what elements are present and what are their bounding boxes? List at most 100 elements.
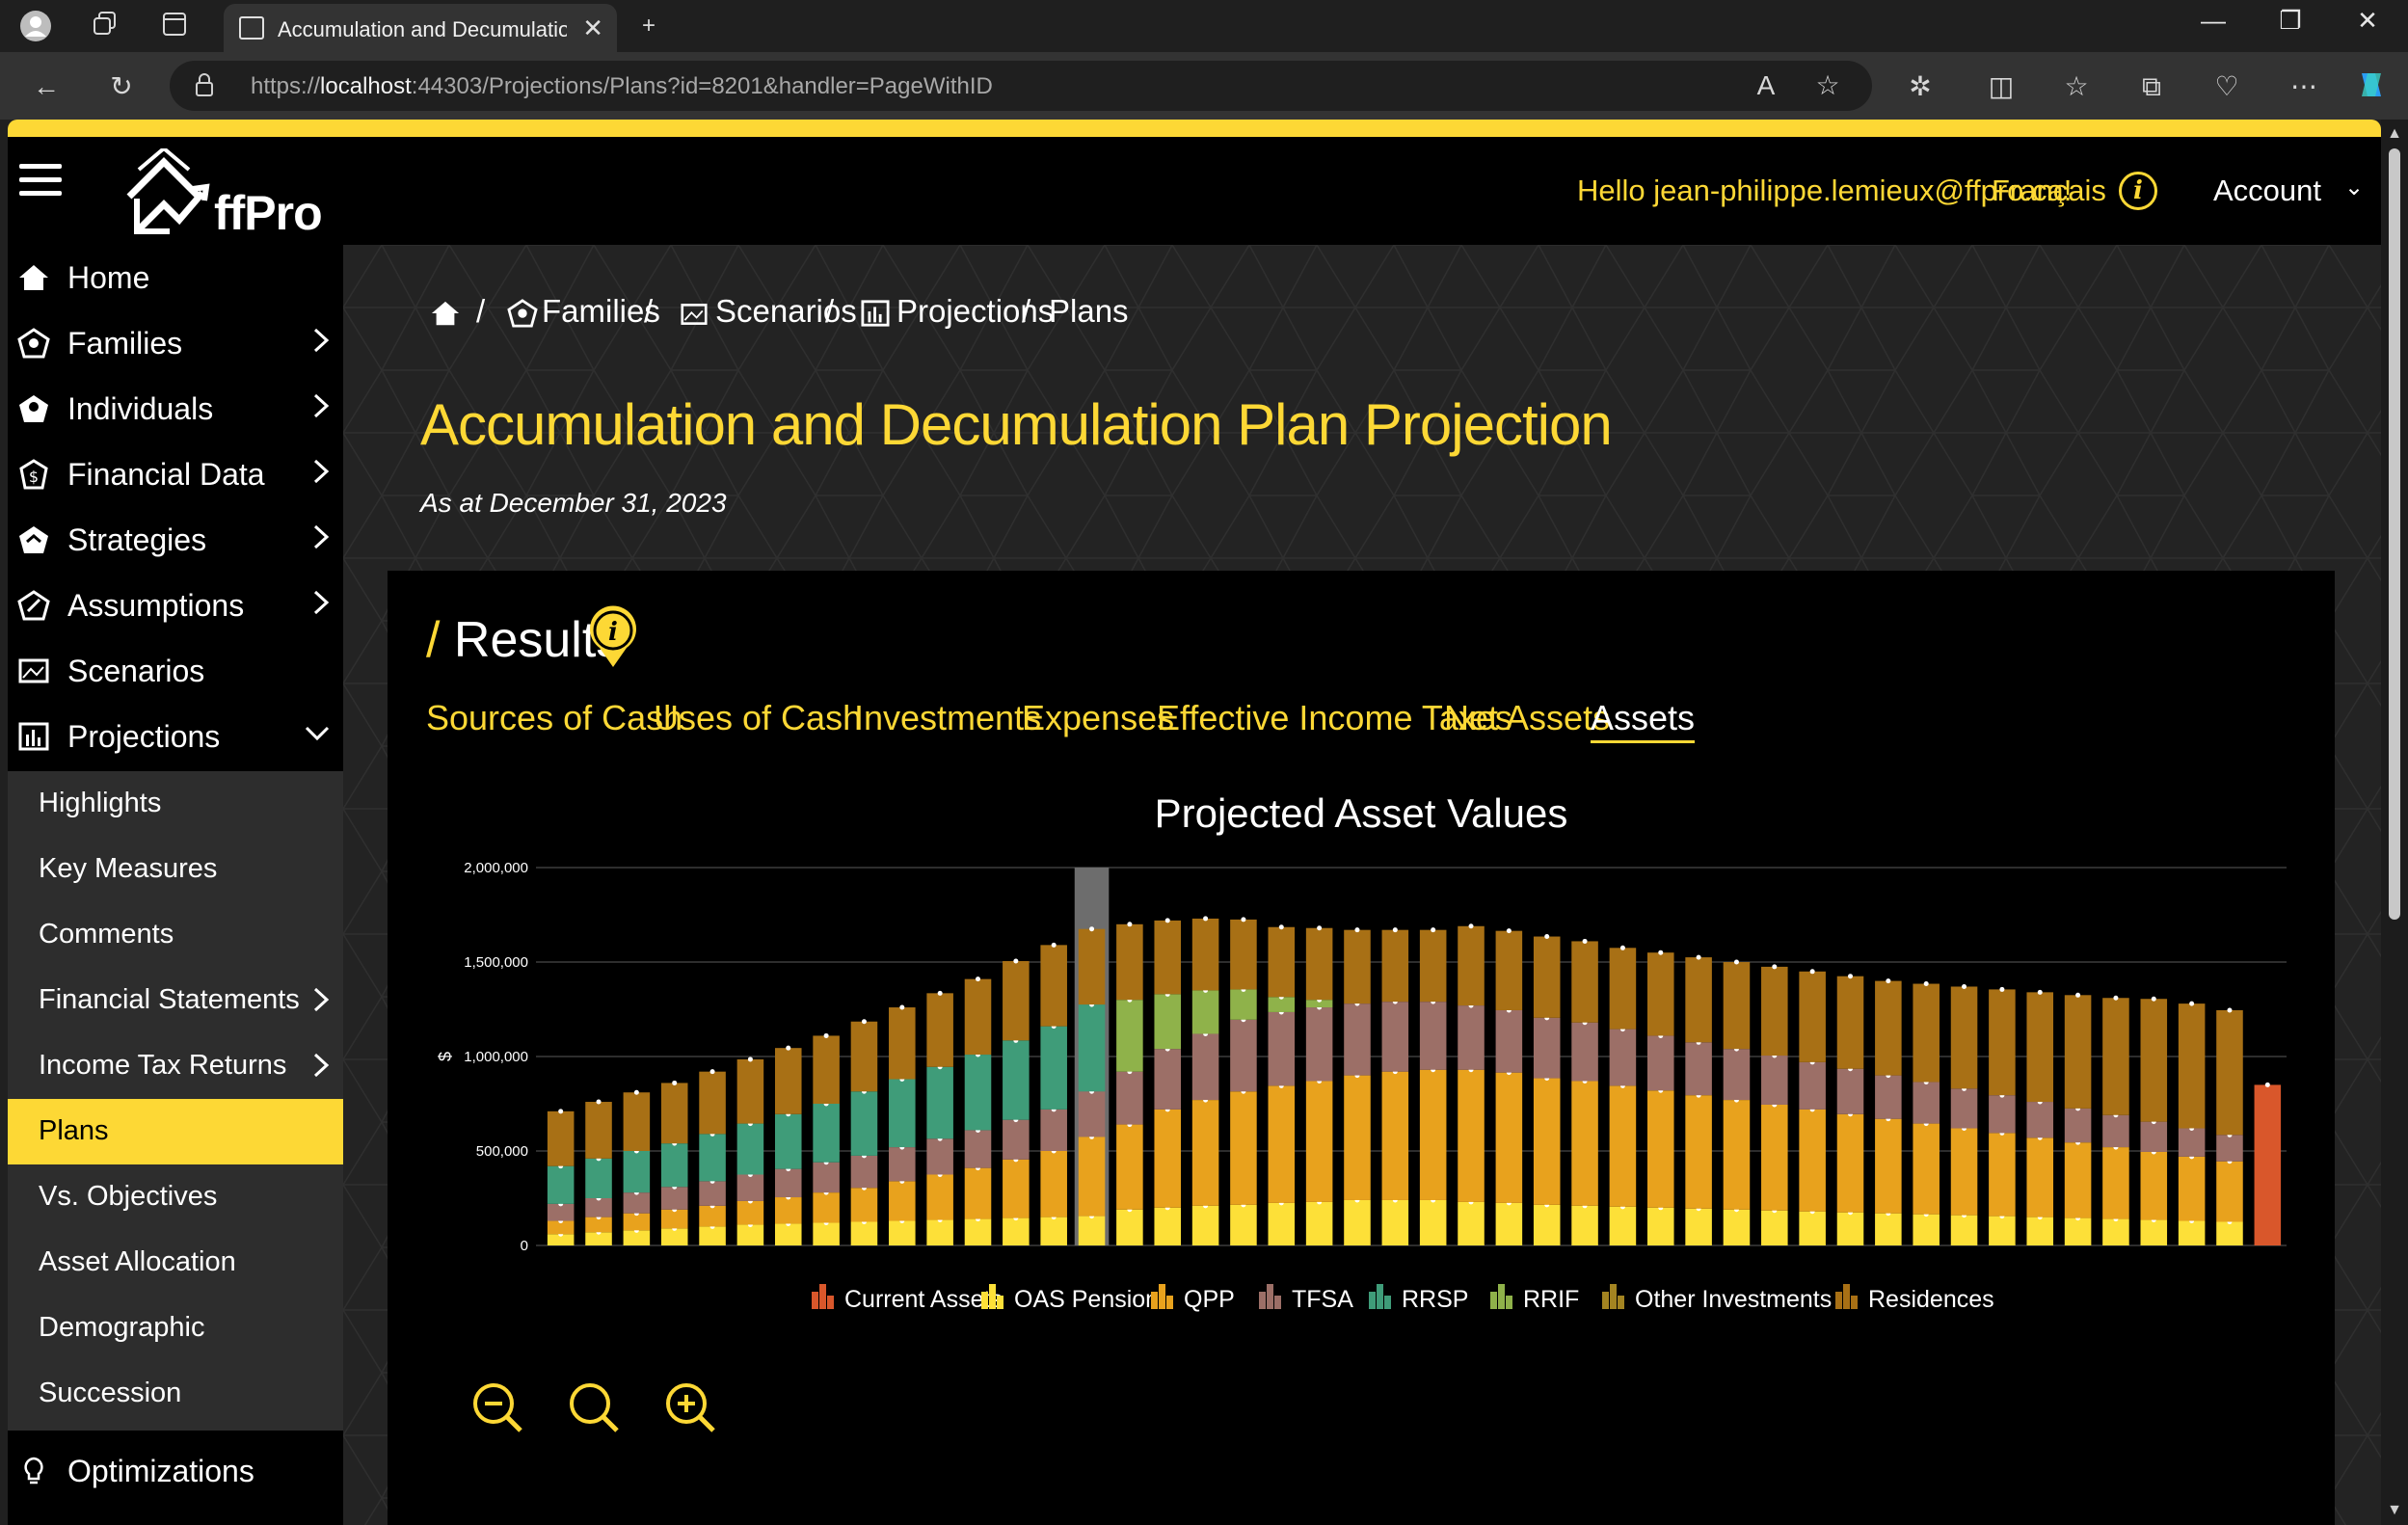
tab-uses-of-cash[interactable]: Uses of Cash [654,698,863,737]
families-icon [17,328,50,359]
submenu-item-plans[interactable]: Plans [8,1099,343,1164]
refresh-icon[interactable]: ↻ [110,71,133,101]
tab-assets[interactable]: Assets [1591,698,1696,743]
menu-toggle-icon[interactable] [19,164,62,199]
chart-legend: Current Assets OAS Pension QPP TFSA RRSP RRIF… [812,1284,1994,1313]
profile-icon[interactable] [19,10,52,42]
legend-swatch-bar [989,1284,996,1309]
split-screen-icon[interactable]: ◫ [1988,71,2015,101]
submenu-item-highlights[interactable]: Highlights [39,788,162,818]
read-aloud-icon[interactable]: A [1756,70,1776,100]
sidebar-item-individuals[interactable]: Individuals [8,376,343,441]
sidebar-item-projections[interactable]: Projections [8,704,343,769]
sidebar-item-assumptions[interactable]: Assumptions [8,573,343,638]
bar-segment-residences [1116,923,1143,1001]
scroll-down-icon[interactable]: ▼ [2387,1502,2402,1518]
breadcrumb-projections-icon [861,300,890,327]
ffpro-logo[interactable]: ffPro [125,148,323,241]
page-scrollbar[interactable]: ▲ ▼ [2381,120,2408,1525]
data-point [1506,928,1512,934]
data-point [937,990,943,996]
bar-segment-rrsp [585,1158,612,1198]
tab-investments[interactable]: Investments [854,698,1042,737]
url-field[interactable]: https://localhost:44303/Projections/Plan… [170,61,1872,111]
copilot-icon[interactable] [2352,67,2391,106]
submenu-item-comments[interactable]: Comments [39,919,174,950]
minimize-icon[interactable]: — [2201,6,2226,35]
bar-segment-oas-pension [1381,1199,1409,1245]
scroll-up-icon[interactable]: ▲ [2387,125,2402,142]
zoom-reset-icon[interactable] [565,1378,623,1436]
sidebar-item-families[interactable]: Families [8,310,343,376]
info-pin-icon[interactable]: i [586,605,640,669]
app-header: ffPro Hello jean-philippe.lemieux@ffpro.… [8,137,2381,245]
back-icon[interactable]: ← [33,71,60,101]
collections-icon[interactable]: ⧉ [2142,71,2161,101]
active-browser-tab[interactable]: Accumulation and Decumulation Plan Proje… [224,4,617,52]
sidebar-item-scenarios[interactable]: Scenarios [8,638,343,704]
legend-swatch-bar [1506,1296,1512,1309]
tab-expenses[interactable]: Expenses [1022,698,1175,737]
submenu-item-demographic[interactable]: Demographic [39,1312,205,1343]
workspaces-icon[interactable] [89,10,121,42]
submenu-item-financial-statements[interactable]: Financial Statements [8,968,343,1033]
favorite-star-icon[interactable]: ☆ [1815,70,1840,100]
submenu-item-vs-objectives[interactable]: Vs. Objectives [39,1181,218,1212]
close-tab-icon[interactable]: ✕ [582,13,603,42]
breadcrumb-families[interactable]: Families [542,293,660,329]
zoom-out-icon[interactable] [468,1378,526,1436]
close-window-icon[interactable]: ✕ [2357,6,2378,35]
bar-segment-tfsa [623,1192,651,1214]
submenu-item-succession[interactable]: Succession [39,1378,182,1408]
legend-label: Residences [1868,1286,1994,1313]
submenu-item-key-measures[interactable]: Key Measures [39,853,218,884]
browser-essentials-icon[interactable]: ♡ [2214,71,2239,101]
bar-segment-tfsa [1723,1049,1751,1101]
data-point [1962,983,1967,989]
lock-icon[interactable] [195,72,214,97]
bar-segment-qpp [1875,1118,1902,1214]
legend-label: RRSP [1402,1286,1468,1313]
new-tab-icon[interactable]: + [641,13,656,39]
tab-net-assets[interactable]: Net Assets [1444,698,1611,737]
tab-actions-icon[interactable] [158,10,191,42]
chart-title: Projected Asset Values [1154,790,1568,836]
bar-segment-residences [1836,976,1864,1069]
tab-sources-of-cash[interactable]: Sources of Cash [426,698,683,737]
tab-effective-income-taxes[interactable]: Effective Income Taxes [1157,698,1512,737]
sidebar-item-optimizations[interactable]: Optimizations [8,1438,343,1504]
scroll-thumb[interactable] [2389,148,2400,920]
sidebar-item-home[interactable]: Home [8,245,343,310]
more-options-icon[interactable]: ⋯ [2290,71,2317,101]
chevron-down-icon [305,726,330,741]
breadcrumb-scenarios[interactable]: Scenarios [715,293,857,329]
x-tick-label: 2035-12 [989,1262,1042,1265]
info-icon[interactable]: i [2119,172,2157,210]
bar-segment-rrsp [774,1113,802,1169]
restore-icon[interactable]: ❐ [2279,6,2302,35]
sidebar-item-financial-data[interactable]: $ Financial Data [8,441,343,507]
favorites-icon[interactable]: ☆ [2064,71,2089,101]
chevron-down-icon[interactable]: ⌄ [2344,174,2365,201]
bar-segment-residences [1381,929,1409,1003]
bar-segment-residences [964,978,992,1056]
account-menu[interactable]: Account [2213,174,2322,207]
submenu-item-asset-allocation[interactable]: Asset Allocation [39,1246,236,1277]
bar-segment-oas-pension [736,1224,764,1245]
language-toggle[interactable]: Français [1992,174,2106,207]
x-tick-label: 2051-12 [1596,1262,1649,1265]
user-greeting[interactable]: Hello jean-philippe.lemieux@ffpro.ca! [1577,174,2073,207]
data-point [1354,927,1360,933]
bar-segment-tfsa [2102,1114,2129,1148]
sidebar-item-strategies[interactable]: Strategies [8,507,343,573]
svg-text:i: i [608,618,618,647]
zoom-in-icon[interactable] [661,1378,719,1436]
sidebar-item-label: Financial Data [67,457,265,492]
bar-segment-residences [2140,999,2168,1122]
breadcrumb-projections[interactable]: Projections [896,293,1055,329]
extensions-icon[interactable]: ✲ [1909,71,1932,101]
bar-segment-tfsa [1761,1056,1788,1105]
data-point [1619,945,1625,950]
submenu-item-income-tax-returns[interactable]: Income Tax Returns [8,1033,343,1099]
breadcrumb-home-icon[interactable] [430,299,461,328]
